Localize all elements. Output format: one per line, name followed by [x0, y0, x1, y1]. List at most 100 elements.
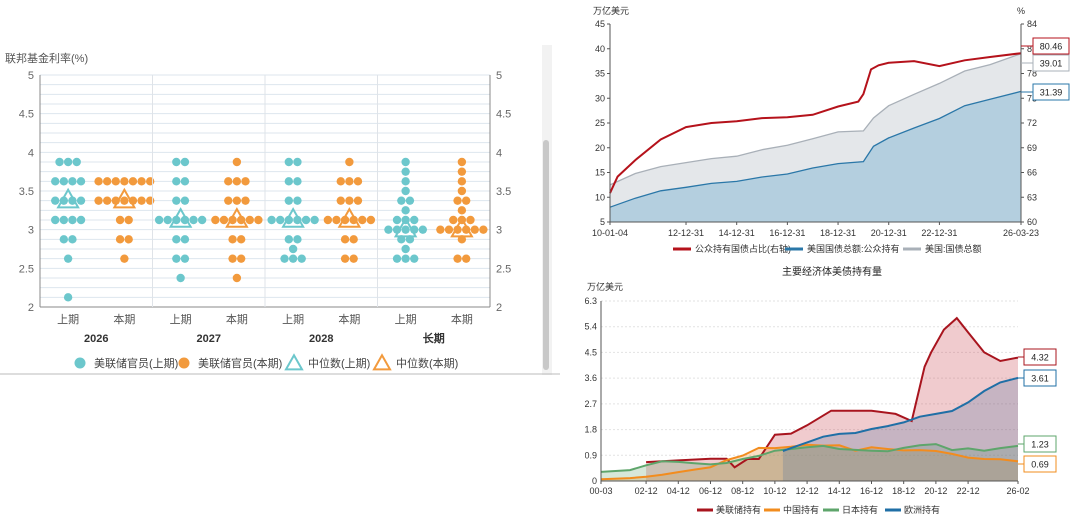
x-tick-label: 02-12 [635, 486, 658, 496]
dot-prev [284, 157, 294, 167]
end-label-ratio-box [1032, 37, 1070, 55]
dot-prev [55, 157, 64, 167]
x-tick-label: 14-12-31 [719, 228, 755, 238]
end-label-total-box [1032, 54, 1070, 72]
dot-prev [63, 254, 73, 263]
dot-prev [284, 196, 294, 205]
y-tick-label-left: 3.5 [19, 186, 34, 198]
dot-prev [180, 177, 190, 186]
dot-curr [120, 177, 129, 186]
line-japan [600, 443, 1019, 473]
dot-curr [94, 177, 103, 186]
legend-marker [74, 357, 86, 369]
dot-prev [180, 254, 190, 263]
group-label: 长期 [423, 331, 445, 345]
dot-prev [59, 235, 69, 244]
dot-prev [401, 167, 410, 176]
legend-marker [284, 353, 304, 371]
x-tick-label: 04-12 [667, 486, 690, 496]
x-tick-label: 16-12-31 [769, 228, 805, 238]
dot-prev [163, 215, 172, 225]
dot-curr [228, 235, 237, 244]
dot-curr [466, 215, 475, 225]
period-label: 上期 [170, 313, 192, 326]
dot-curr [336, 177, 345, 186]
y-tick-label: 0.9 [585, 450, 597, 460]
dot-curr [211, 215, 220, 225]
dot-curr [457, 167, 467, 176]
x-tick-label: 10-01-04 [592, 228, 628, 238]
dot-curr [145, 177, 155, 186]
dot-curr [241, 196, 250, 205]
x-tick-label: 22-12 [957, 486, 980, 496]
dot-prev [297, 254, 306, 263]
dot-curr [353, 177, 363, 186]
dot-curr [449, 215, 458, 225]
dot-prev [63, 157, 73, 167]
dot-curr [115, 215, 125, 225]
dot-curr [137, 196, 146, 205]
legend-label: 美国国债总额:公众持有 [807, 243, 900, 254]
y-tick-label-left: 35 [595, 69, 605, 79]
dot-curr [345, 196, 354, 205]
y-tick-label-right: 60 [1027, 217, 1037, 227]
dot-curr [332, 215, 341, 225]
dot-curr [453, 254, 462, 263]
dot-curr [245, 215, 254, 225]
chart-title: 主要经济体美债持有量 [782, 265, 882, 278]
end-label-china-box [1023, 455, 1057, 473]
dot-curr [457, 206, 467, 215]
dot-curr [124, 235, 133, 244]
y-tick-label-left: 5 [600, 217, 605, 227]
dot-curr [340, 235, 350, 244]
legend-marker [178, 357, 190, 369]
fed-dot-plot: 联邦基金利率(%) 2 2 2.5 2.5 3 3 3.5 3.5 4 4 4.5 4.5 5 5 上期 本期 2… [0, 45, 560, 375]
dot-curr [115, 235, 125, 244]
dot-curr [145, 196, 155, 205]
scrollbar-thumb [543, 140, 549, 370]
dot-curr [128, 177, 138, 186]
line-public-ratio [609, 52, 1022, 194]
line-europe [782, 376, 1019, 452]
y-tick-label-right: 2 [496, 302, 502, 314]
median-prev-marker [281, 207, 305, 228]
y-axis-title: 万亿美元 [587, 281, 623, 292]
period-label: 上期 [57, 313, 79, 326]
dot-prev [180, 157, 190, 167]
dot-curr [366, 215, 376, 225]
dot-curr [323, 215, 333, 225]
period-label: 本期 [451, 312, 473, 326]
x-tick-label: 18-12-31 [820, 228, 856, 238]
y-tick-label: 1.8 [585, 425, 597, 435]
dot-prev [51, 215, 60, 225]
end-label-japan-text: 1.23 [1031, 440, 1049, 450]
dot-prev [397, 196, 406, 205]
dot-prev [301, 215, 311, 225]
period-label: 上期 [282, 313, 304, 326]
dot-curr [219, 215, 229, 225]
dot-prev [293, 157, 302, 167]
y-tick-label-right: 4 [496, 147, 502, 159]
end-label-total-text: 39.01 [1040, 59, 1063, 69]
dot-prev [401, 206, 410, 215]
dot-prev [68, 235, 77, 244]
y-tick-label: 6.3 [585, 296, 597, 306]
area-china [601, 444, 1018, 481]
dot-prev [267, 215, 276, 225]
dot-prev [197, 215, 207, 225]
dot-curr [457, 177, 467, 186]
dot-prev [401, 157, 410, 167]
y-tick-label-left: 3 [28, 225, 34, 237]
dot-prev [401, 244, 410, 254]
x-tick-label: 20-12-31 [871, 228, 907, 238]
median-curr-marker [112, 187, 137, 209]
dot-prev [51, 196, 60, 205]
legend-label: 中国持有 [783, 504, 819, 515]
y-tick-label-right: 66 [1027, 168, 1037, 178]
dot-curr [336, 196, 345, 205]
median-curr-marker [337, 207, 362, 228]
dot-curr [254, 215, 263, 225]
x-tick-label: 12-12-31 [668, 228, 704, 238]
dot-curr [232, 157, 242, 167]
